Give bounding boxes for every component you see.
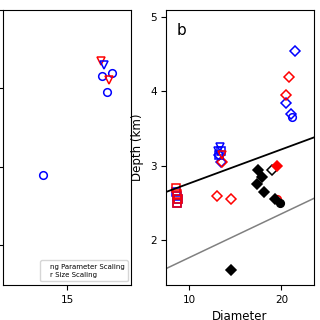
X-axis label: Diameter: Diameter xyxy=(212,310,268,320)
Text: b: b xyxy=(177,23,187,38)
Y-axis label: Depth (km): Depth (km) xyxy=(132,114,145,181)
Legend: ng Parameter Scaling, r Size Scaling: ng Parameter Scaling, r Size Scaling xyxy=(40,260,128,281)
